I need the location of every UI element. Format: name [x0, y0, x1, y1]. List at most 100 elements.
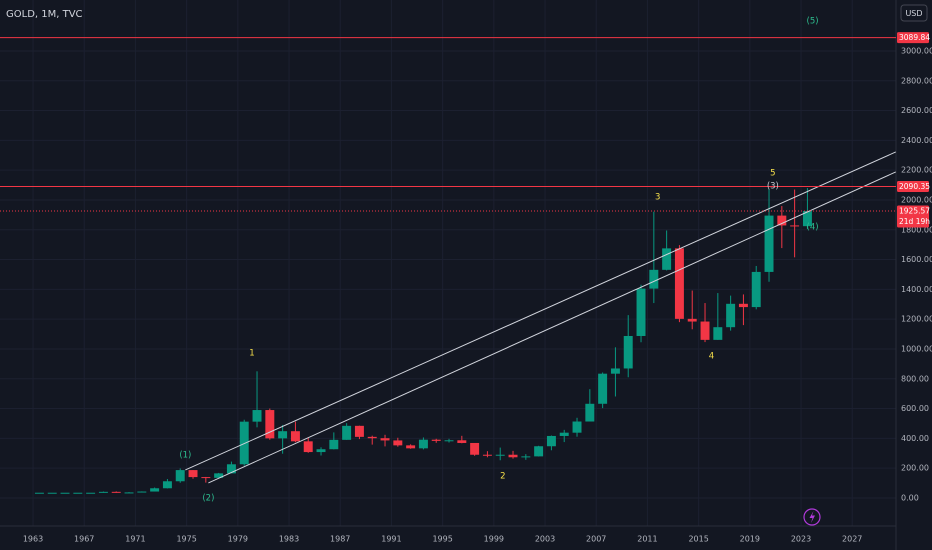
x-tick-label: 2023 — [791, 535, 811, 544]
candle-body — [406, 445, 416, 449]
wave-label: (5) — [807, 17, 819, 27]
y-tick-label: 2800.00 — [901, 76, 932, 85]
candle-body — [73, 492, 83, 494]
candle-body — [687, 318, 697, 322]
candle-body — [252, 410, 262, 422]
y-tick-label: 1000.00 — [901, 344, 932, 353]
candle-body — [431, 439, 441, 441]
candle-body — [290, 431, 300, 442]
y-tick-label: 3000.00 — [901, 46, 932, 55]
candle-body — [726, 303, 736, 328]
candle-body — [534, 446, 544, 457]
y-tick-label: 600.00 — [901, 404, 929, 413]
x-tick-label: 1995 — [432, 535, 452, 544]
x-tick-label: 1979 — [228, 535, 248, 544]
y-tick-label: 0.00 — [901, 493, 919, 502]
candle-body — [495, 454, 505, 456]
y-tick-label: 1400.00 — [901, 285, 932, 294]
x-tick-label: 2011 — [637, 535, 657, 544]
x-tick-label: 1963 — [23, 535, 43, 544]
candle-body — [162, 481, 172, 489]
x-tick-label: 1987 — [330, 535, 350, 544]
price-label-box — [897, 180, 929, 192]
countdown-label: 21d 19h — [899, 217, 930, 226]
x-tick-label: 1999 — [484, 535, 504, 544]
y-tick-label: 800.00 — [901, 374, 929, 383]
candle-body — [764, 215, 774, 272]
y-tick-label: 2400.00 — [901, 136, 932, 145]
candle-body — [610, 368, 620, 374]
candle-body — [777, 215, 787, 226]
candle-body — [457, 440, 467, 443]
wave-label: 5 — [770, 168, 775, 178]
candle-body — [482, 454, 492, 456]
x-tick-label: 2015 — [688, 535, 708, 544]
candle-body — [802, 210, 812, 227]
wave-label: 1 — [249, 348, 254, 358]
x-tick-label: 1991 — [381, 535, 401, 544]
y-tick-label: 200.00 — [901, 464, 929, 473]
lightning-glyph — [809, 511, 815, 523]
price-label: 3089.84 — [899, 33, 930, 42]
channel-line — [208, 171, 896, 484]
candle-body — [86, 492, 96, 494]
price-label: 1925.57 — [899, 207, 930, 216]
candle-body — [329, 439, 339, 450]
candle-body — [585, 403, 595, 422]
plot — [34, 188, 812, 494]
y-tick-label: 2000.00 — [901, 195, 932, 204]
y-tick-label: 2600.00 — [901, 106, 932, 115]
overlay: 1 2 3 4 5 (1) (2) (3) (4) (5) — [0, 17, 896, 503]
wave-label: 4 — [709, 351, 714, 361]
candle-body — [137, 491, 147, 493]
candle-body — [124, 492, 134, 494]
candle-body — [278, 431, 288, 439]
candle-body — [521, 456, 531, 458]
candle-body — [34, 492, 44, 494]
candle-body — [470, 442, 480, 455]
candle-body — [98, 491, 108, 493]
candle-body — [214, 473, 224, 478]
candle-body — [316, 449, 326, 453]
candle-body — [700, 321, 710, 340]
candle-body — [636, 288, 646, 336]
candle-body — [60, 492, 70, 494]
wave-label: (2) — [202, 493, 214, 503]
candle-body — [572, 421, 582, 433]
candle-body — [713, 327, 723, 340]
candle-body — [546, 435, 556, 447]
price-label-box — [897, 205, 929, 228]
candle-body — [150, 488, 160, 492]
candle-body — [598, 373, 608, 404]
currency-button-label[interactable]: USD — [905, 9, 922, 18]
wave-label: 3 — [655, 192, 660, 202]
x-tick-label: 1967 — [74, 535, 94, 544]
candle-body — [188, 470, 198, 478]
candle-body — [380, 438, 390, 441]
y-tick-label: 1800.00 — [901, 225, 932, 234]
y-tick-label: 1600.00 — [901, 255, 932, 264]
currency-button[interactable] — [900, 4, 928, 22]
wave-label: (1) — [179, 450, 191, 460]
candle-body — [790, 225, 800, 227]
candle-body — [393, 440, 403, 446]
x-tick-label: 2019 — [740, 535, 760, 544]
candle-body — [47, 492, 57, 494]
candle-body — [751, 271, 761, 308]
x-tick-label: 1975 — [176, 535, 196, 544]
candle-body — [201, 477, 211, 479]
y-tick-label: 1200.00 — [901, 315, 932, 324]
candle-body — [674, 248, 684, 319]
price-label-box — [897, 32, 929, 44]
candle-body — [418, 439, 428, 449]
x-tick-label: 2027 — [842, 535, 862, 544]
x-tick-label: 2003 — [535, 535, 555, 544]
x-tick-label: 1971 — [125, 535, 145, 544]
candle-body — [175, 470, 185, 482]
candle-body — [265, 410, 275, 439]
candle-body — [239, 421, 249, 465]
candle-body — [226, 464, 236, 474]
candle-body — [111, 491, 121, 493]
